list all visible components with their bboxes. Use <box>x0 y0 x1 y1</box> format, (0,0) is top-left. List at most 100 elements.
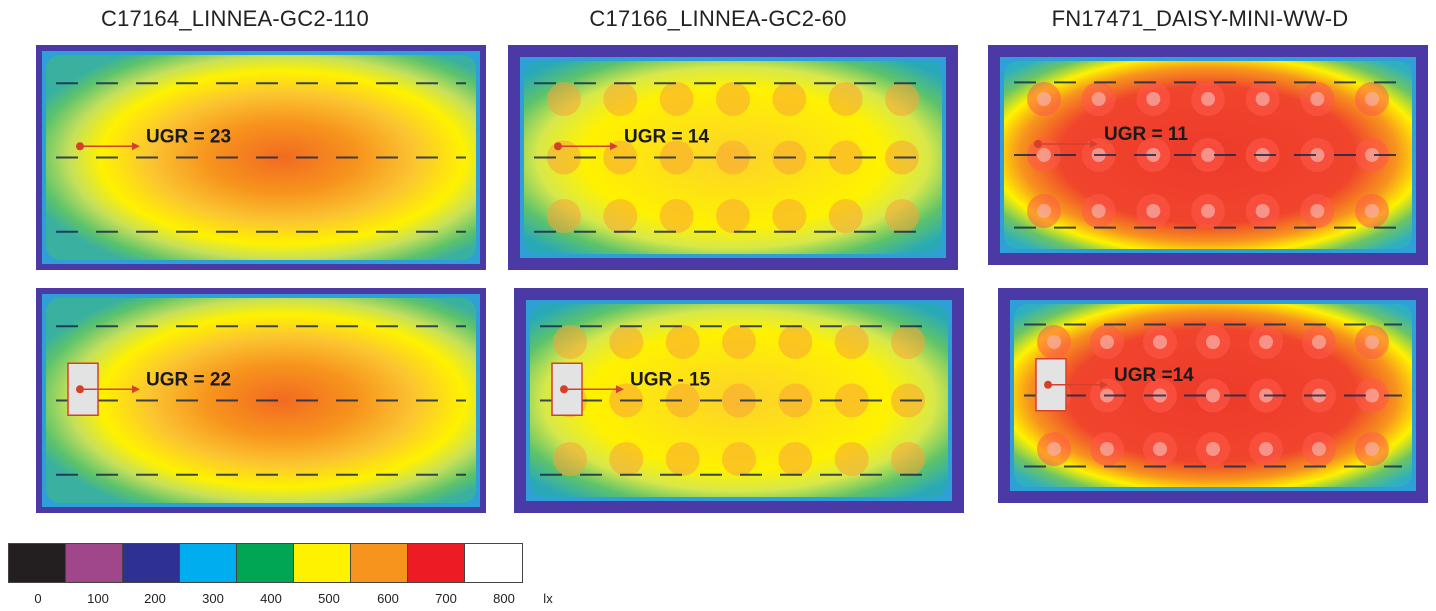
legend-tick-label: 700 <box>435 591 457 606</box>
ugr-value-label: UGR =14 <box>1114 365 1194 386</box>
column-title-1: C17164_LINNEA-GC2-110 <box>101 6 369 31</box>
legend-color-bar <box>8 543 523 583</box>
luminaire-hotspot <box>665 325 700 359</box>
luminaire-center <box>1255 92 1270 106</box>
luminaire-hotspot <box>828 140 863 175</box>
luminaire-hotspot <box>716 140 750 175</box>
legend-tick-label: 500 <box>318 591 340 606</box>
legend-swatch <box>66 544 123 582</box>
arrow-head <box>616 385 624 394</box>
luminaire-hotspot <box>553 325 587 359</box>
luminaire-hotspot <box>665 442 700 476</box>
illuminance-map: UGR =14 <box>998 288 1428 503</box>
luminaire-center <box>1037 148 1051 162</box>
arrow-head <box>1090 140 1098 148</box>
luminaire-center <box>1259 442 1273 456</box>
ugr-value-label: UGR - 15 <box>630 369 711 390</box>
luminaire-center <box>1365 92 1379 106</box>
legend-tick-label: 800 <box>493 591 515 606</box>
luminaire-hotspot <box>659 199 694 233</box>
luminaire-center <box>1310 92 1325 106</box>
legend-unit-label: lx <box>543 591 553 606</box>
luminaire-hotspot <box>547 82 581 116</box>
legend-swatch <box>9 544 66 582</box>
legend-swatch <box>408 544 465 582</box>
luminaire-center <box>1091 92 1106 106</box>
luminaire-hotspot <box>665 383 700 418</box>
legend-swatch <box>351 544 408 582</box>
arrow-head <box>132 385 140 394</box>
luminaire-center <box>1153 335 1167 349</box>
luminaire-center <box>1091 204 1106 218</box>
luminaire-hotspot <box>885 82 919 116</box>
illuminance-legend: 0 100 200 300 400 500 600 700 800 lx <box>8 543 553 611</box>
luminaire-hotspot <box>891 325 925 359</box>
luminaire-hotspot <box>778 325 813 359</box>
legend-ticks: 0 100 200 300 400 500 600 700 800 lx <box>8 591 552 611</box>
luminaire-center <box>1312 442 1326 456</box>
luminaire-center <box>1206 388 1220 403</box>
illuminance-map-panel-1: UGR = 23 <box>36 45 486 270</box>
luminaire-center <box>1153 442 1167 456</box>
legend-tick-label: 200 <box>144 591 166 606</box>
luminaire-center <box>1100 335 1114 349</box>
luminaire-center <box>1201 148 1215 162</box>
illuminance-map-panel-2: UGR = 14 <box>508 45 958 270</box>
illuminance-map-panel-5: UGR - 15 <box>514 288 964 513</box>
luminaire-center <box>1047 442 1061 456</box>
luminaire-hotspot <box>547 199 581 233</box>
luminaire-hotspot <box>716 82 750 116</box>
luminaire-center <box>1312 335 1326 349</box>
luminaire-hotspot <box>659 82 694 116</box>
luminaire-hotspot <box>609 325 644 359</box>
legend-swatch <box>294 544 351 582</box>
luminaire-center <box>1255 204 1270 218</box>
illuminance-map: UGR = 23 <box>36 45 486 270</box>
legend-swatch <box>237 544 294 582</box>
legend-swatch <box>180 544 237 582</box>
ugr-value-label: UGR = 14 <box>624 126 709 147</box>
luminaire-hotspot <box>722 383 756 418</box>
luminaire-center <box>1206 442 1220 456</box>
luminaire-center <box>1037 204 1051 218</box>
illuminance-map-panel-6: UGR =14 <box>998 288 1428 503</box>
luminaire-center <box>1146 92 1161 106</box>
luminaire-center <box>1201 204 1215 218</box>
illuminance-map: UGR - 15 <box>514 288 964 513</box>
luminaire-hotspot <box>834 325 869 359</box>
luminaire-center <box>1310 148 1325 162</box>
luminaire-hotspot <box>834 383 869 418</box>
luminaire-hotspot <box>603 82 638 116</box>
luminaire-center <box>1146 204 1161 218</box>
arrow-head <box>132 142 140 151</box>
column-title-2: C17166_LINNEA-GC2-60 <box>589 6 847 31</box>
luminaire-center <box>1100 442 1114 456</box>
luminaire-hotspot <box>659 140 694 175</box>
luminaire-center <box>1365 442 1379 456</box>
legend-tick-label: 0 <box>34 591 42 606</box>
luminaire-hotspot <box>891 442 925 476</box>
luminaire-center <box>1037 92 1051 106</box>
illuminance-map: UGR = 22 <box>36 288 486 513</box>
ugr-value-label: UGR = 11 <box>1104 124 1188 145</box>
luminaire-hotspot <box>885 199 919 233</box>
ugr-value-label: UGR = 23 <box>146 126 231 147</box>
ugr-value-label: UGR = 22 <box>146 369 231 390</box>
luminaire-hotspot <box>722 325 756 359</box>
luminaire-hotspot <box>828 82 863 116</box>
luminaire-hotspot <box>772 82 807 116</box>
luminaire-center <box>1259 335 1273 349</box>
luminaire-hotspot <box>828 199 863 233</box>
illuminance-map: UGR = 14 <box>508 45 958 270</box>
luminaire-center <box>1365 335 1379 349</box>
luminaire-hotspot <box>772 199 807 233</box>
luminaire-center <box>1365 148 1379 162</box>
luminaire-center <box>1365 388 1379 403</box>
luminaire-hotspot <box>834 442 869 476</box>
legend-tick-label: 600 <box>377 591 399 606</box>
arrow-head <box>610 142 618 151</box>
luminaire-hotspot <box>778 442 813 476</box>
illuminance-map-panel-4: UGR = 22 <box>36 288 486 513</box>
legend-swatch <box>465 544 522 582</box>
luminaire-hotspot <box>603 199 638 233</box>
